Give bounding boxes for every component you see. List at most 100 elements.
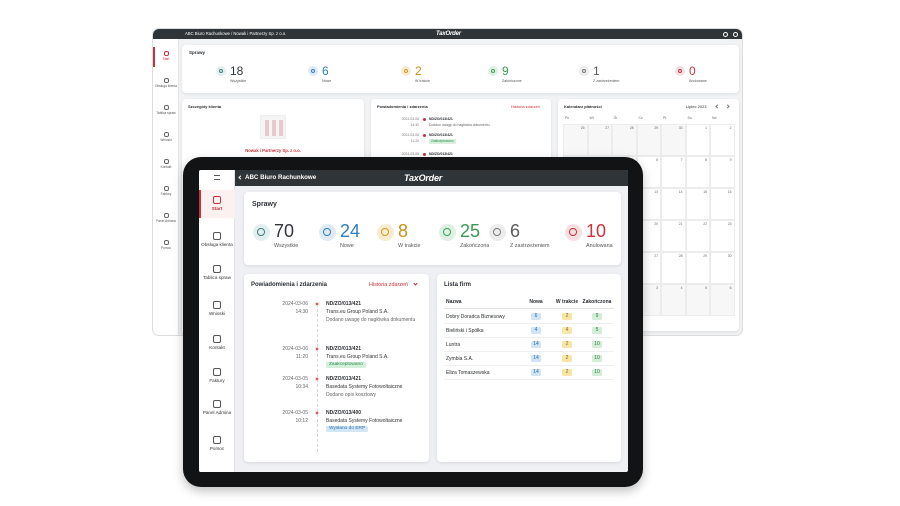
calendar-day: 22 — [685, 220, 710, 252]
status-icon — [318, 223, 336, 241]
nav-icon — [213, 368, 221, 376]
event-date: 2024-03-05 — [282, 410, 308, 416]
header-rule — [444, 308, 614, 309]
nav-label[interactable]: Faktury — [160, 192, 172, 196]
link-caret[interactable] — [413, 281, 418, 286]
day-number: 22 — [703, 222, 707, 226]
status-icon-glyph — [257, 228, 265, 236]
stat-label: Wszystkie — [274, 243, 299, 249]
events-link[interactable]: Historia zdarzeń — [511, 104, 540, 109]
status-icon-glyph — [403, 68, 409, 74]
nav-label[interactable]: Pomoc — [209, 446, 225, 451]
status-icon-glyph — [569, 228, 577, 236]
client-illustration — [260, 115, 286, 139]
event-dot — [315, 347, 319, 351]
stat-value: 6 — [510, 221, 521, 241]
count-badge: 2 — [562, 355, 572, 362]
status-icon-glyph — [490, 68, 496, 74]
nav-label[interactable]: Wnioski — [208, 311, 226, 316]
calendar-day: 21 — [661, 220, 686, 252]
events-card: Powiadomienia i zdarzenia Historia zdarze… — [244, 274, 429, 462]
count-badge: 9 — [592, 313, 602, 320]
calendar-day: 27 — [587, 124, 612, 156]
row-rule — [444, 351, 614, 352]
nav-label[interactable]: Panel Admina — [202, 410, 232, 415]
weekday: So — [687, 116, 692, 120]
status-icon — [252, 223, 270, 241]
event-date: 2024-03-06 — [282, 346, 308, 352]
stat-label: W trakcie — [415, 79, 430, 83]
event-dot — [315, 411, 319, 415]
event-time: 10:34 — [295, 384, 308, 390]
calendar-day: 30 — [710, 252, 735, 284]
row-rule — [444, 337, 614, 338]
day-number: 26 — [580, 126, 585, 130]
stat-label: Zakończona — [460, 243, 490, 249]
nav-label[interactable]: Kontakt — [160, 165, 172, 169]
nav-icon — [163, 104, 169, 110]
nav-label[interactable]: Wnioski — [160, 138, 172, 142]
card-title: Sprawy — [189, 50, 206, 55]
event-company: Basedata Systemy Fotowoltaiczne — [326, 418, 403, 424]
back-arrow[interactable] — [238, 175, 243, 180]
nav-label[interactable]: Faktury — [209, 378, 225, 383]
status-icon-glyph — [381, 228, 389, 236]
nav-icon — [213, 232, 221, 240]
calendar-day: 6 — [710, 284, 735, 316]
row-rule — [444, 323, 614, 324]
day-number: 21 — [678, 222, 683, 226]
nav-icon — [213, 436, 221, 444]
nav-icon — [163, 77, 169, 83]
stat-label: Z zastrzeżeniem — [510, 243, 550, 249]
day-number: 14 — [678, 190, 683, 194]
column-header: Nowa — [529, 299, 543, 305]
status-icon — [438, 223, 456, 241]
logo: TaxOrder — [404, 172, 443, 183]
event-company: Basedata Systemy Fotowoltaiczne — [326, 384, 403, 390]
nav-label[interactable]: Tablica spraw — [156, 111, 176, 115]
top-bar: ABC Biuro Rachunkowe / Nowak i Partnerzy… — [153, 29, 742, 39]
calendar-day: 28 — [661, 252, 686, 284]
client-name: Nowak i Partnerzy Sp. z o.o. — [245, 148, 301, 153]
menu-icon[interactable] — [214, 175, 220, 180]
weekday: Cz — [638, 116, 643, 120]
event-date: 2024-03-06 — [282, 301, 308, 307]
events-link[interactable]: Historia zdarzeń — [369, 282, 408, 288]
status-icon-glyph — [581, 68, 587, 74]
illustration-line — [265, 120, 269, 136]
sidebar: Start Obsługa klienta Tablica spraw Wnioski… — [153, 39, 179, 335]
prev-arrow[interactable] — [715, 104, 720, 109]
firm-name: Luntra — [446, 342, 461, 348]
day-number: 28 — [678, 254, 683, 258]
nav-label[interactable]: Obsługa klienta — [155, 84, 177, 88]
nav-label[interactable]: Start — [211, 206, 223, 211]
breadcrumb: ABC Biuro Rachunkowe — [245, 174, 317, 181]
nav-icon — [213, 400, 221, 408]
calendar-day: 7 — [661, 156, 686, 188]
sidebar: Start Obsługa klienta Tablica spraw Wnioski… — [199, 170, 235, 472]
calendar-day: 23 — [710, 220, 735, 252]
event-time: 14:30 — [410, 123, 420, 127]
weekday: Nd — [712, 116, 717, 120]
event-code: ND/ZO/013/421 — [429, 117, 453, 121]
calendar-day: 28 — [612, 124, 637, 156]
nav-label[interactable]: Panel Admina — [156, 219, 176, 223]
nav-label[interactable]: Pomoc — [161, 246, 171, 250]
nav-label[interactable]: Tablica spraw — [203, 275, 231, 280]
next-arrow[interactable] — [725, 104, 730, 109]
active-indicator — [199, 190, 201, 218]
count-badge: 14 — [531, 369, 541, 376]
nav-icon — [163, 212, 169, 218]
nav-label[interactable]: Kontakt — [209, 345, 225, 350]
status-icon-glyph — [323, 228, 331, 236]
nav-label[interactable]: Obsługa klienta — [201, 242, 233, 247]
day-number: 7 — [680, 158, 683, 162]
status-icon-glyph — [443, 228, 451, 236]
row-rule — [444, 365, 614, 366]
cases-card: Sprawy 70 Wszystkie 24 Nowe 8 W trakcie 25 Zakoń… — [244, 192, 621, 265]
event-dot — [423, 153, 426, 156]
nav-label[interactable]: Start — [162, 57, 170, 61]
column-header: W trakcie — [555, 299, 579, 305]
firm-name: Eliza Tomaszewska — [446, 370, 490, 376]
stat-value: 25 — [460, 221, 481, 241]
